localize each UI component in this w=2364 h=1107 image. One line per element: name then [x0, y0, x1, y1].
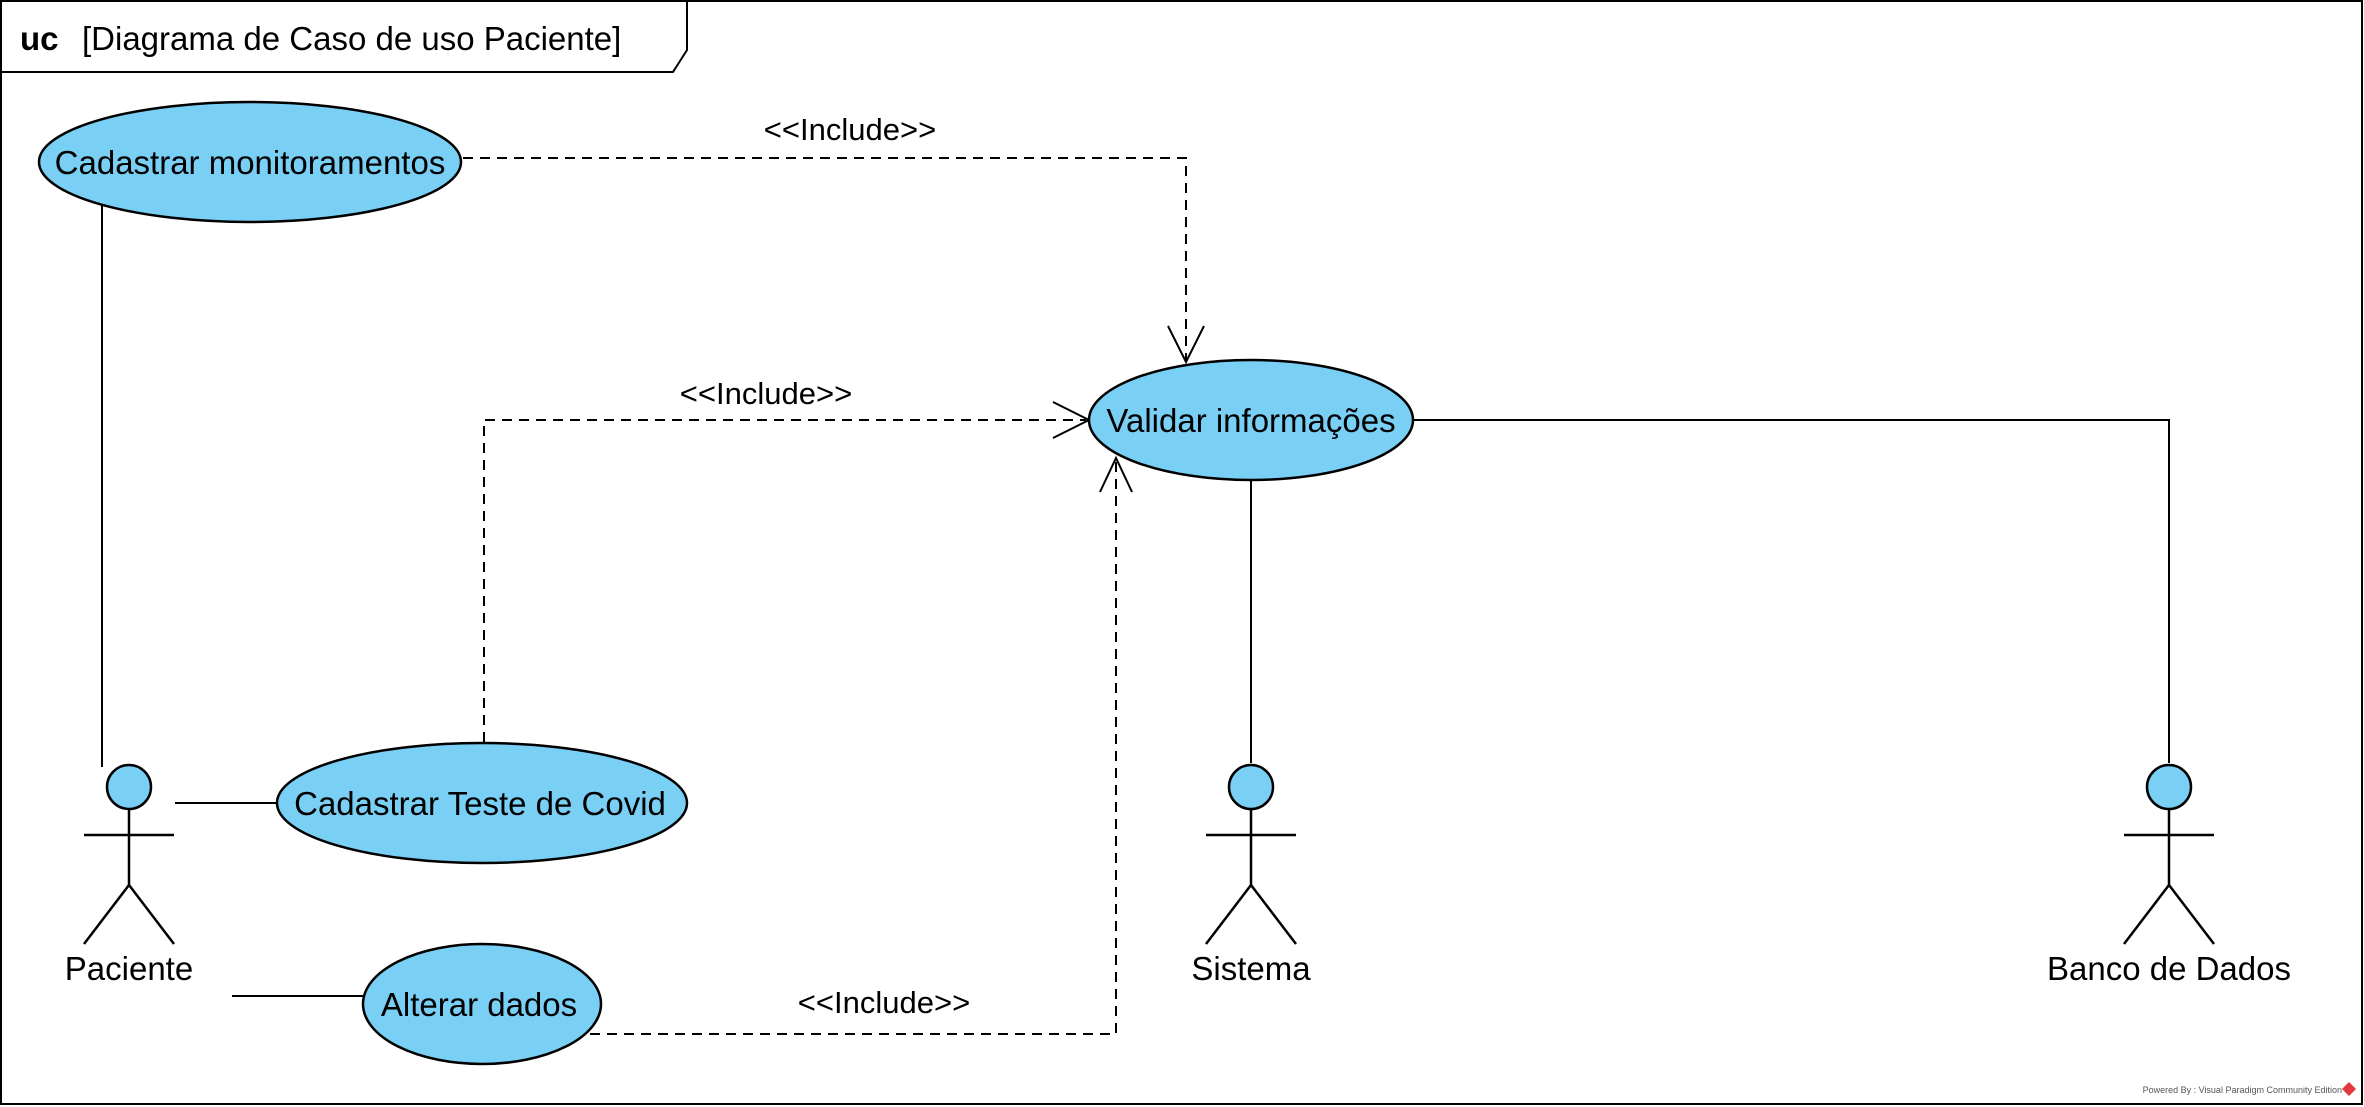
use-case-validar-informacoes[interactable]: Validar informações — [1087, 358, 1415, 482]
actor-label: Sistema — [1191, 950, 1311, 987]
use-case-cadastrar-monitoramentos[interactable]: Cadastrar monitoramentos — [37, 100, 463, 224]
actor-paciente[interactable]: Paciente — [65, 763, 193, 987]
include-line-alterar-dados — [590, 462, 1117, 1035]
actor-label: Paciente — [65, 950, 193, 987]
include-label-2: <<Include>> — [680, 376, 852, 411]
frame-title: [Diagrama de Caso de uso Paciente] — [82, 20, 621, 57]
frame-keyword: uc — [20, 20, 59, 57]
use-case-label: Validar informações — [1106, 402, 1395, 439]
actor-banco-de-dados[interactable]: Banco de Dados — [2047, 763, 2291, 987]
assoc-validar-banco — [1413, 419, 2170, 763]
actor-label: Banco de Dados — [2047, 950, 2291, 987]
use-case-alterar-dados[interactable]: Alterar dados — [361, 942, 603, 1066]
frame-title-tab — [1, 1, 688, 73]
include-label-1: <<Include>> — [764, 112, 936, 147]
visual-paradigm-logo-icon — [2342, 1082, 2356, 1096]
use-case-cadastrar-teste-covid[interactable]: Cadastrar Teste de Covid — [275, 741, 689, 865]
use-case-label: Alterar dados — [381, 986, 577, 1023]
include-label-3: <<Include>> — [798, 985, 970, 1020]
include-arrow-monitoramentos — [1167, 325, 1205, 365]
include-line-monitoramentos — [463, 157, 1187, 360]
use-case-label: Cadastrar monitoramentos — [55, 144, 446, 181]
include-arrow-alterar-dados — [1099, 455, 1133, 493]
powered-by-footer: Powered By : Visual Paradigm Community E… — [2143, 1085, 2342, 1095]
use-case-label: Cadastrar Teste de Covid — [294, 785, 666, 822]
include-line-teste-covid — [483, 419, 1086, 742]
actor-sistema[interactable]: Sistema — [1191, 763, 1311, 987]
